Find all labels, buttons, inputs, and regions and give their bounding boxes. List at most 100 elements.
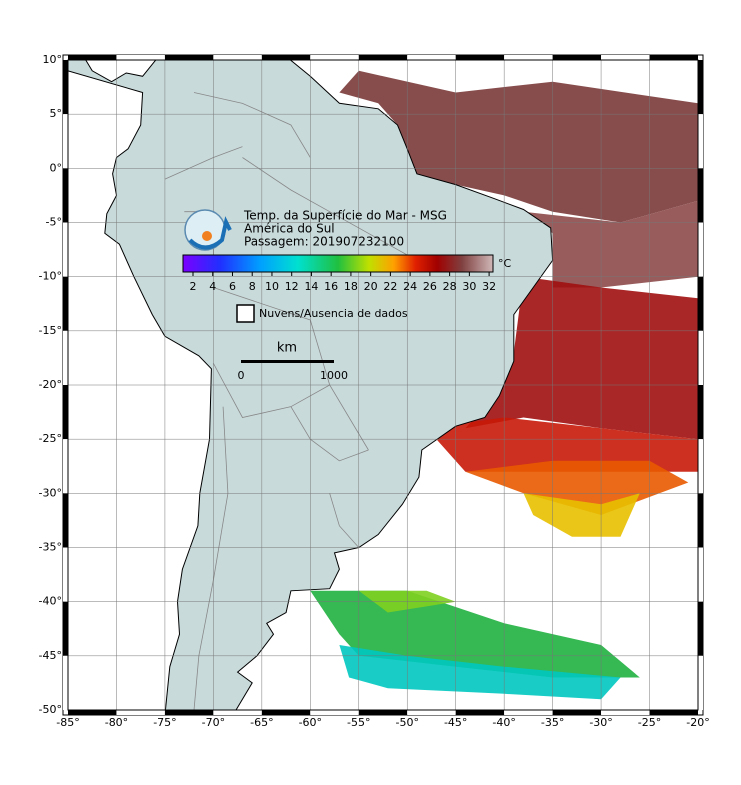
lat-label: -40° [39,595,62,608]
frame-seg [63,114,68,169]
frame-seg [504,710,553,715]
frame [62,54,704,716]
lon-label: -45° [444,716,467,729]
lat-label: 10° [43,53,63,66]
lon-label: -40° [492,716,515,729]
frame-seg [358,710,408,715]
colorbar-label: 2 [190,280,197,293]
lon-label: -50° [395,716,418,729]
border [329,493,360,548]
lat-label: -35° [39,541,62,554]
frame-seg [63,222,68,277]
map-outline [67,59,699,711]
colorbar [182,254,494,273]
frame-seg [698,330,703,385]
lon-label: -75° [153,716,176,729]
frame-seg [63,493,68,548]
colorbar-label: 20 [364,280,378,293]
scale-bar [241,360,334,363]
lon-label: -30° [589,716,612,729]
frame-seg [63,330,68,385]
colorbar-label: 18 [344,280,358,293]
frame-seg [649,55,698,60]
frame-seg [63,601,68,656]
frame-seg [698,222,703,277]
frame-seg [407,710,456,715]
colorbar-label: 28 [443,280,457,293]
legend-box: Temp. da Superfície do Mar - MSG América… [182,209,512,382]
frame-seg [407,55,456,60]
lat-label: -20° [39,378,62,391]
frame-seg [261,710,311,715]
frame-seg [455,710,505,715]
frame-seg [164,55,214,60]
lat-label: 5° [50,107,63,120]
logo-sun [202,231,212,241]
frame-seg [63,655,68,710]
frame-seg [504,55,553,60]
frame-seg [698,439,703,494]
lon-label: -20° [686,716,709,729]
frame-seg [698,601,703,656]
colorbar-label: 16 [324,280,338,293]
frame-seg [63,547,68,602]
frame-seg [63,276,68,331]
sst-patch [426,417,698,472]
lat-label: -5° [46,216,62,229]
colorbar-label: 24 [403,280,417,293]
colorbar-label: 6 [229,280,236,293]
frame-seg [698,168,703,223]
lat-label: -10° [39,270,62,283]
frame-seg [63,385,68,440]
lon-label: -35° [541,716,564,729]
lat-label: -30° [39,486,62,499]
colorbar-label: 4 [209,280,216,293]
lat-label: -50° [39,703,62,716]
pass: Passagem: 201907232100 [244,235,404,249]
colorbar-label: 10 [265,280,279,293]
lon-label: -85° [56,716,79,729]
scale-end: 1000 [320,369,348,382]
colorbar-unit: °C [498,257,512,270]
cloud-legend: Nuvens/Ausencia de dados [259,307,408,320]
colorbar-label: 26 [423,280,437,293]
lon-label: -70° [202,716,225,729]
frame-seg [698,114,703,169]
frame-seg [164,710,214,715]
frame-seg [68,55,117,60]
frame-seg [698,385,703,440]
frame-seg [698,276,703,331]
scale-start: 0 [238,369,245,382]
frame-seg [63,439,68,494]
colorbar-label: 30 [462,280,476,293]
frame-seg [261,55,311,60]
sst-patch [339,645,621,700]
scale-unit: km [277,341,297,356]
lon-label: -65° [250,716,273,729]
lat-label: -25° [39,432,62,445]
frame-seg [213,55,262,60]
frame-seg [310,710,359,715]
frame-seg [552,55,602,60]
frame-seg [698,493,703,548]
frame-seg [552,710,602,715]
region: América do Sul [244,222,335,236]
frame-seg [63,168,68,223]
colorbar-label: 8 [249,280,256,293]
sst-patch [339,70,698,223]
frame-seg [116,55,165,60]
lat-label: -15° [39,324,62,337]
lon-label: -60° [299,716,322,729]
frame-seg [68,710,117,715]
logo-arrow [188,216,232,250]
frame-seg [698,60,703,115]
title: Temp. da Superfície do Mar - MSG [243,209,447,223]
colorbar-label: 22 [383,280,397,293]
border [290,406,369,462]
frame-seg [213,710,262,715]
frame-seg [455,55,505,60]
lat-label: -45° [39,649,62,662]
lon-label: -25° [638,716,661,729]
sst-patch [465,276,698,440]
